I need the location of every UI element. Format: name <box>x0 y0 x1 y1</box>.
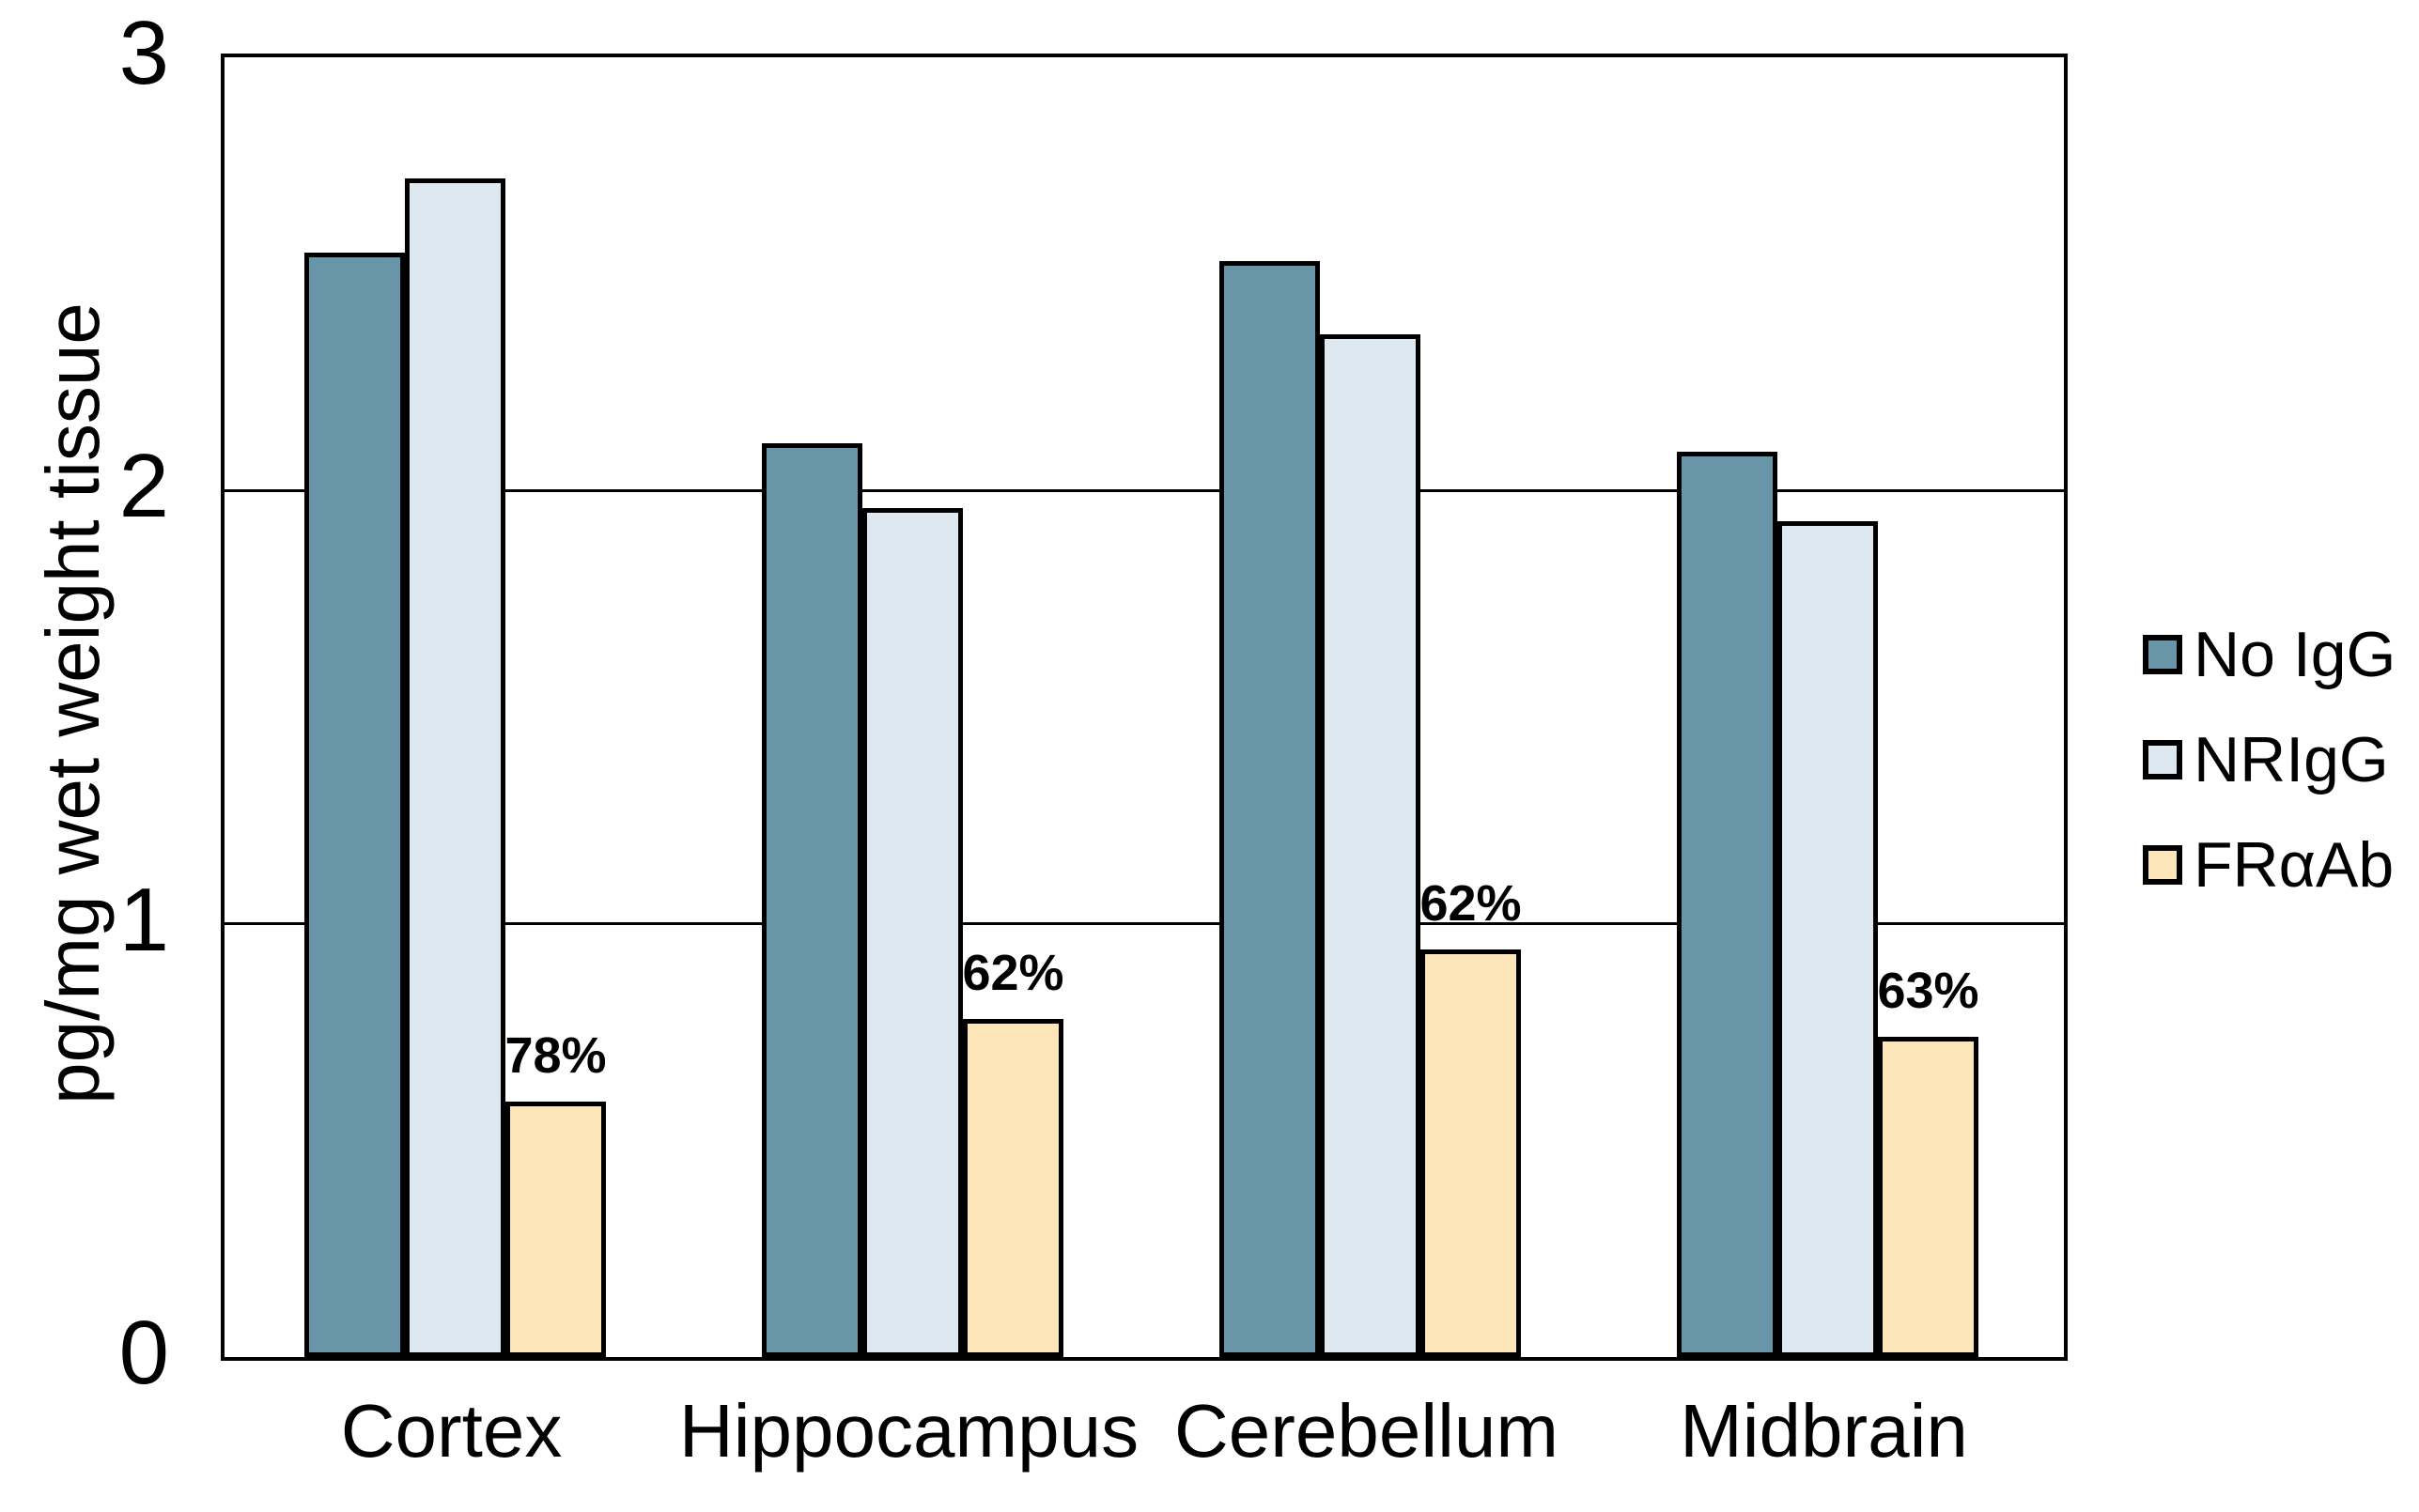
x-category-midbrain: Midbrain <box>1680 1389 1968 1473</box>
legend-item-no-igg: No IgG <box>2143 618 2396 691</box>
bar-midbrain-nrigg <box>1777 520 1878 1357</box>
legend-swatch-icon <box>2143 740 2182 779</box>
bar-cortex-frαab <box>505 1101 606 1357</box>
legend-swatch-icon <box>2143 635 2182 674</box>
bar-midbrain-no-igg <box>1677 451 1777 1357</box>
bar-midbrain-frαab <box>1878 1036 1978 1357</box>
bar-annotation-cortex: 78% <box>504 1026 607 1084</box>
bar-cerebellum-no-igg <box>1219 260 1320 1357</box>
bar-cortex-no-igg <box>304 252 405 1357</box>
y-tick-2: 2 <box>118 436 169 537</box>
x-category-cortex: Cortex <box>340 1389 563 1473</box>
y-tick-0: 0 <box>118 1303 169 1403</box>
gridline-y-1 <box>225 922 2064 926</box>
legend-item-frαab: FRαAb <box>2143 828 2394 902</box>
legend-label: NRIgG <box>2194 724 2389 795</box>
legend-label: FRαAb <box>2194 829 2395 901</box>
legend-item-nrigg: NRIgG <box>2143 723 2389 796</box>
bar-cortex-nrigg <box>405 178 505 1357</box>
y-tick-1: 1 <box>118 869 169 970</box>
bar-hippocampus-no-igg <box>762 442 862 1357</box>
bar-hippocampus-frαab <box>963 1019 1063 1357</box>
bar-hippocampus-nrigg <box>862 507 963 1357</box>
x-category-cerebellum: Cerebellum <box>1173 1389 1559 1473</box>
bar-cerebellum-frαab <box>1420 949 1521 1357</box>
bar-annotation-midbrain: 63% <box>1877 962 1979 1019</box>
y-axis-title: pg/mg wet weight tissue <box>31 302 115 1104</box>
legend-label: No IgG <box>2194 619 2396 690</box>
bar-annotation-hippocampus: 62% <box>962 945 1064 1002</box>
gridline-y-2 <box>225 488 2064 492</box>
legend-swatch-icon <box>2143 845 2182 885</box>
bar-cerebellum-nrigg <box>1320 334 1420 1357</box>
y-tick-3: 3 <box>118 3 169 103</box>
plot-area: 78% 62% 62% 63% <box>221 54 2068 1361</box>
bar-annotation-cerebellum: 62% <box>1419 875 1522 933</box>
x-category-hippocampus: Hippocampus <box>678 1389 1140 1473</box>
